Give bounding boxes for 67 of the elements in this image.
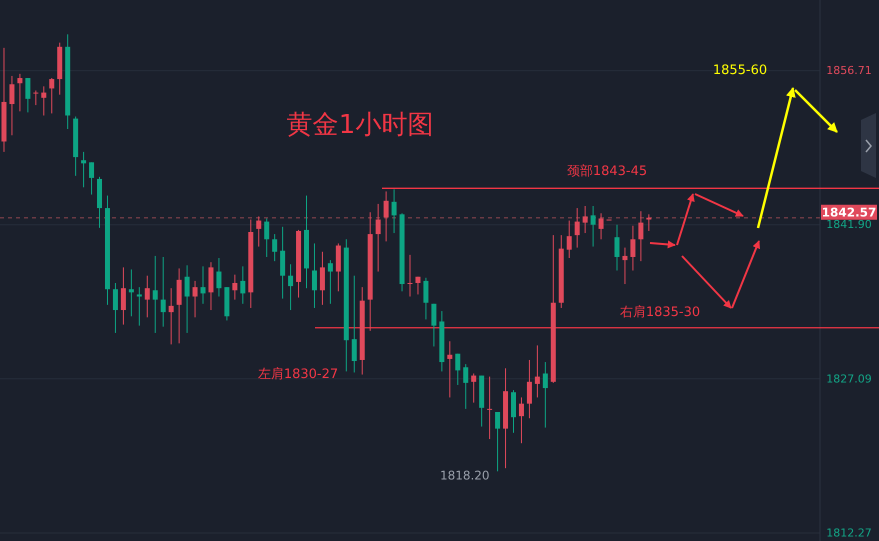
y-tick-label: 1812.27 bbox=[826, 526, 872, 540]
candlestick bbox=[614, 224, 620, 271]
candlestick bbox=[534, 344, 540, 398]
candlestick bbox=[526, 359, 532, 419]
candlestick bbox=[638, 210, 644, 262]
candlestick bbox=[574, 208, 580, 248]
candlestick bbox=[256, 216, 262, 248]
candlestick bbox=[216, 258, 222, 298]
candlestick bbox=[392, 188, 397, 234]
candlestick bbox=[144, 275, 150, 318]
candlestick bbox=[487, 376, 492, 440]
candlestick bbox=[17, 73, 22, 112]
candlestick bbox=[415, 276, 420, 295]
candlestick bbox=[160, 256, 166, 328]
candlestick bbox=[184, 264, 190, 334]
candlestick bbox=[152, 255, 158, 334]
candlestick bbox=[240, 266, 246, 304]
candlestick bbox=[590, 205, 596, 248]
candlestick bbox=[136, 286, 142, 326]
candlestick bbox=[495, 411, 500, 472]
candlestick bbox=[200, 266, 206, 304]
candlestick bbox=[630, 225, 636, 271]
candlestick bbox=[120, 266, 126, 326]
candlestick bbox=[463, 364, 468, 410]
candlestick bbox=[81, 151, 86, 188]
candlestick bbox=[232, 274, 238, 300]
candlestick bbox=[33, 90, 38, 106]
candlestick bbox=[622, 247, 628, 285]
candlestick bbox=[288, 264, 294, 311]
candlestick bbox=[320, 251, 325, 306]
candlestick bbox=[566, 220, 572, 259]
candlestick bbox=[352, 275, 357, 373]
candlestick bbox=[272, 234, 278, 262]
candlestick bbox=[518, 396, 524, 444]
annotation: 左肩1830-27 bbox=[258, 366, 338, 382]
candlestick bbox=[408, 254, 412, 298]
candlestick bbox=[447, 340, 452, 398]
annotation: 右肩1835-30 bbox=[620, 304, 700, 320]
candlestick bbox=[542, 362, 548, 428]
candlestick bbox=[192, 280, 198, 318]
candlestick bbox=[168, 288, 174, 345]
candlestick bbox=[41, 86, 46, 116]
candlestick bbox=[328, 260, 333, 304]
candlestick bbox=[264, 218, 270, 258]
ref-line-label: 1842.57 bbox=[822, 205, 876, 220]
annotation: 1818.20 bbox=[440, 468, 490, 482]
candlestick bbox=[312, 242, 317, 308]
candlestick bbox=[89, 162, 94, 196]
candlestick bbox=[431, 303, 436, 347]
candlestick bbox=[471, 373, 476, 404]
candlestick bbox=[376, 203, 381, 272]
candlestick bbox=[25, 78, 30, 113]
y-tick-label: 1856.71 bbox=[826, 64, 872, 78]
candlestick bbox=[49, 78, 54, 114]
candlestick bbox=[128, 268, 134, 317]
y-tick-label: 1827.09 bbox=[826, 372, 872, 386]
annotation: 1855-60 bbox=[712, 63, 768, 78]
text: 黄金1小时图 bbox=[286, 110, 434, 140]
candlestick bbox=[455, 353, 460, 386]
y-tick-label: 1841.90 bbox=[826, 218, 872, 232]
candlestick bbox=[598, 212, 604, 240]
candlestick bbox=[582, 205, 588, 234]
annotation: 颈部1843-45 bbox=[566, 164, 648, 179]
candlestick bbox=[112, 282, 118, 334]
candlestick bbox=[384, 190, 389, 242]
candlestick bbox=[9, 75, 14, 136]
candlestick bbox=[423, 277, 428, 320]
